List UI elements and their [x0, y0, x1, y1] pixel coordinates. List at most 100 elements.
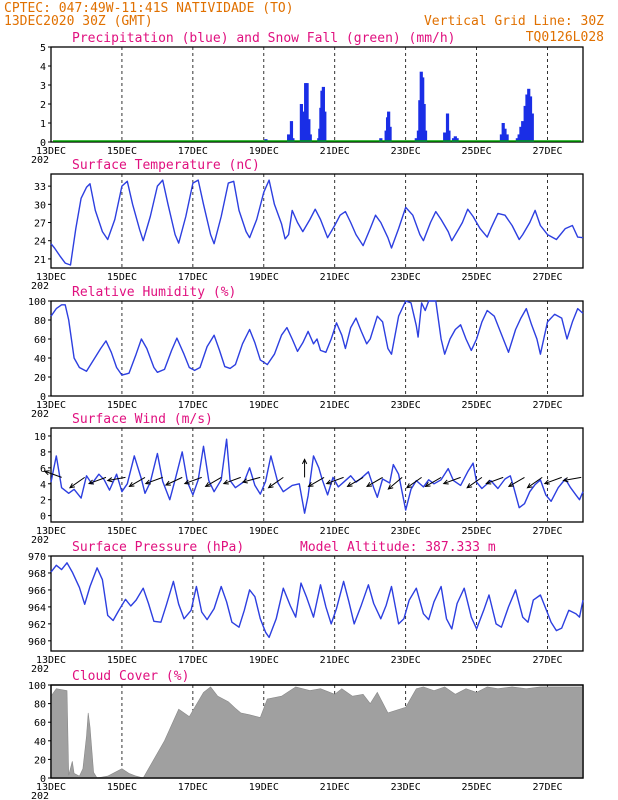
x-tick-label: 23DEC	[391, 400, 421, 411]
y-tick-label: 4	[40, 62, 46, 73]
y-tick-label: 968	[28, 569, 46, 580]
y-tick-label: 30	[34, 200, 46, 211]
y-tick-label: 1	[40, 119, 46, 130]
precip-bar	[517, 134, 521, 142]
precip-bar	[307, 119, 311, 142]
y-tick-label: 40	[34, 737, 46, 748]
precip-bar	[291, 138, 295, 142]
wind-arrow	[128, 476, 146, 487]
x-tick-label: 25DEC	[462, 146, 492, 157]
panel-2: 13DEC 15DEC 17DEC 19DEC 21DEC 23DEC 25DEC 27DEC…	[28, 285, 584, 420]
x-tick-label: 27DEC	[532, 272, 562, 283]
precip-bar	[414, 138, 418, 142]
x-tick-label: 27DEC	[532, 782, 562, 793]
precip-bar	[503, 128, 507, 142]
x-tick-label: 17DEC	[178, 655, 208, 666]
x-edge-label: 202	[31, 535, 49, 546]
precip-bar	[527, 88, 531, 142]
wind-arrow	[466, 476, 483, 489]
precip-bar	[323, 111, 327, 142]
x-tick-label: 15DEC	[107, 272, 137, 283]
y-tick-label: 100	[28, 297, 46, 308]
wind-arrow	[164, 476, 183, 486]
precip-bar	[505, 134, 509, 142]
y-tick-label: 0	[40, 138, 46, 149]
x-tick-label: 25DEC	[462, 400, 492, 411]
y-tick-label: 60	[34, 718, 46, 729]
panel-title: Surface Pressure (hPa)	[72, 540, 244, 555]
y-tick-label: 24	[34, 237, 46, 248]
y-tick-label: 10	[34, 432, 46, 443]
y-tick-label: 970	[28, 552, 46, 563]
x-tick-label: 17DEC	[178, 272, 208, 283]
x-tick-label: 17DEC	[178, 782, 208, 793]
precip-bar	[445, 113, 450, 142]
x-tick-label: 13DEC	[36, 400, 66, 411]
y-tick-label: 966	[28, 586, 46, 597]
x-tick-label: 15DEC	[107, 655, 137, 666]
x-tick-label: 13DEC	[36, 146, 66, 157]
x-tick-label: 23DEC	[391, 655, 421, 666]
header-location: CPTEC: 047:49W-11:41S NATIVIDADE (TO)	[4, 1, 294, 16]
x-tick-label: 27DEC	[532, 146, 562, 157]
x-tick-label: 13DEC	[36, 526, 66, 537]
precip-bar	[443, 132, 447, 142]
panel-1: 13DEC 15DEC 17DEC 19DEC 21DEC 23DEC 25DEC 27DEC…	[31, 158, 584, 292]
x-tick-label: 27DEC	[532, 655, 562, 666]
y-tick-label: 80	[34, 700, 46, 711]
x-tick-label: 19DEC	[249, 400, 279, 411]
panel-3: 13DEC 15DEC 17DEC 19DEC 21DEC 23DEC 25DEC 27DEC…	[31, 412, 584, 546]
x-tick-label: 25DEC	[462, 526, 492, 537]
x-edge-label: 202	[31, 791, 49, 800]
precip-bar	[530, 113, 534, 142]
panels: 13DEC 15DEC 17DEC 19DEC 21DEC 23DEC 25DEC 27DEC…	[28, 30, 604, 800]
wind-arrow	[387, 477, 403, 490]
y-tick-label: 964	[28, 603, 46, 614]
y-tick-label: 960	[28, 637, 46, 648]
x-tick-label: 17DEC	[178, 146, 208, 157]
panel-frame	[50, 173, 584, 269]
wind-arrow	[562, 476, 582, 483]
x-tick-label: 17DEC	[178, 526, 208, 537]
y-tick-label: 2	[40, 100, 46, 111]
panel-title: Precipitation (blue) and Snow Fall (gree…	[72, 31, 456, 46]
wind-arrow	[366, 476, 383, 487]
x-edge-label: 202	[31, 409, 49, 420]
x-tick-label: 13DEC	[36, 782, 66, 793]
model-code-label: TQ0126L028	[526, 30, 604, 45]
x-tick-label: 19DEC	[249, 272, 279, 283]
y-tick-label: 3	[40, 81, 46, 92]
precip-bar	[423, 130, 428, 142]
x-tick-label: 19DEC	[249, 782, 279, 793]
y-tick-label: 6	[40, 464, 46, 475]
y-tick-label: 21	[34, 255, 46, 266]
y-tick-label: 80	[34, 316, 46, 327]
panel-5: 13DEC 15DEC 17DEC 19DEC 21DEC 23DEC 25DEC 27DEC…	[28, 669, 584, 800]
x-tick-label: 13DEC	[36, 272, 66, 283]
x-tick-label: 27DEC	[532, 400, 562, 411]
y-tick-label: 20	[34, 373, 46, 384]
x-tick-label: 25DEC	[462, 655, 492, 666]
wind-arrow	[69, 476, 85, 489]
x-tick-label: 15DEC	[107, 146, 137, 157]
wind-arrow	[183, 476, 202, 485]
x-tick-label: 21DEC	[320, 526, 350, 537]
x-tick-label: 27DEC	[532, 526, 562, 537]
x-tick-label: 19DEC	[249, 526, 279, 537]
precip-bar	[525, 94, 529, 142]
wind-arrow	[526, 476, 543, 489]
x-tick-label: 17DEC	[178, 400, 208, 411]
x-tick-label: 23DEC	[391, 782, 421, 793]
wind-arrow	[267, 476, 284, 489]
x-tick-label: 19DEC	[249, 655, 279, 666]
precip-bar	[379, 138, 383, 142]
wind-arrow	[507, 476, 525, 487]
precip-bar	[305, 83, 309, 142]
x-edge-label: 202	[31, 155, 49, 166]
x-tick-label: 21DEC	[320, 146, 350, 157]
precip-bar	[287, 134, 291, 142]
panel-frame	[50, 300, 584, 397]
x-tick-label: 15DEC	[107, 400, 137, 411]
x-edge-label: 202	[31, 281, 49, 292]
precip-bar	[453, 136, 457, 142]
